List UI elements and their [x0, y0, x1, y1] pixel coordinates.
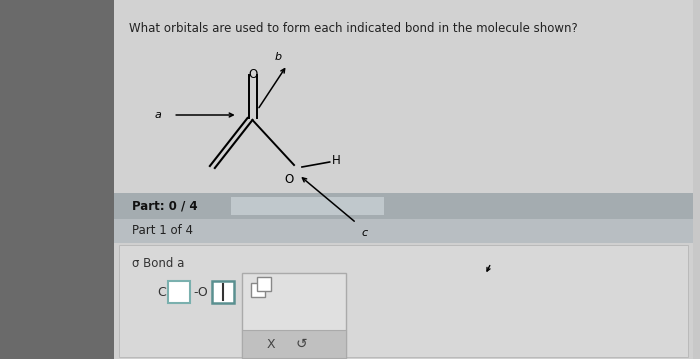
Bar — [114, 219, 693, 243]
Bar — [119, 245, 688, 357]
Text: X: X — [267, 337, 276, 350]
Bar — [114, 243, 693, 359]
Text: H: H — [332, 154, 340, 167]
Text: O: O — [248, 68, 258, 81]
Text: c: c — [361, 228, 368, 238]
Bar — [168, 281, 190, 303]
Bar — [241, 330, 346, 358]
Text: C: C — [158, 286, 167, 299]
Bar — [251, 283, 265, 297]
Bar — [0, 0, 114, 359]
Bar — [212, 281, 234, 303]
Bar — [258, 277, 272, 291]
Text: -O: -O — [193, 286, 208, 299]
Bar — [114, 193, 693, 219]
Text: Part 1 of 4: Part 1 of 4 — [132, 224, 192, 238]
Bar — [114, 0, 693, 359]
Text: ↺: ↺ — [295, 337, 307, 351]
Bar — [231, 197, 384, 215]
Text: b: b — [274, 52, 281, 62]
Bar — [241, 273, 346, 358]
Text: σ Bond a: σ Bond a — [132, 257, 184, 270]
Text: O: O — [284, 173, 294, 186]
Text: Part: 0 / 4: Part: 0 / 4 — [132, 200, 197, 213]
Text: What orbitals are used to form each indicated bond in the molecule shown?: What orbitals are used to form each indi… — [129, 22, 578, 35]
Text: a: a — [155, 110, 162, 120]
